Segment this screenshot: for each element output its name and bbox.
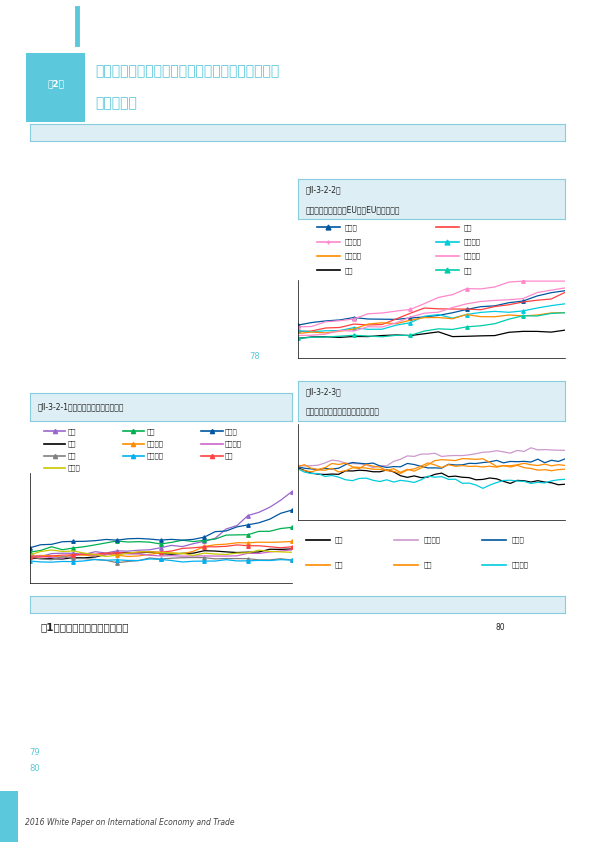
Text: スペイン: スペイン [345, 238, 362, 245]
Text: イタリア: イタリア [512, 562, 529, 568]
Text: イタリア: イタリア [146, 453, 164, 459]
Text: 米国: 米国 [146, 429, 155, 434]
Text: 日本: 日本 [335, 536, 343, 543]
Text: 英国: 英国 [225, 453, 233, 459]
Text: フランス: フランス [345, 253, 362, 259]
Text: 主要国の輸出推移（EUは非EU向けのみ）: 主要国の輸出推移（EUは非EU向けのみ） [306, 205, 400, 215]
Bar [0, 791, 18, 842]
Text: 第Ⅱ-3-2-3図: 第Ⅱ-3-2-3図 [306, 387, 342, 397]
Text: オランダ: オランダ [146, 440, 164, 447]
Text: 第Ⅱ-3-2-1図　輸出上位国の輸出推移: 第Ⅱ-3-2-1図 輸出上位国の輸出推移 [37, 402, 124, 412]
Text: ドイツをはじめとする地域産業・地域輸出拡大の: ドイツをはじめとする地域産業・地域輸出拡大の [95, 65, 279, 78]
Text: 80: 80 [30, 765, 40, 773]
Text: ドイツ: ドイツ [345, 224, 358, 231]
Text: 日本: 日本 [345, 267, 353, 274]
Text: 要因・要素: 要因・要素 [95, 97, 137, 110]
Text: 米国: 米国 [464, 267, 472, 274]
Text: 英国: 英国 [464, 224, 472, 231]
Text: 78: 78 [249, 352, 260, 360]
Text: 韓国: 韓国 [68, 453, 76, 459]
Text: 日本: 日本 [68, 440, 76, 447]
Text: 80: 80 [496, 623, 505, 632]
Text: 中国: 中国 [68, 429, 76, 434]
Text: ドイツ: ドイツ [512, 536, 524, 543]
Text: オランダ: オランダ [464, 253, 481, 259]
Text: 2016 White Paper on International Economy and Trade: 2016 White Paper on International Econom… [25, 818, 234, 828]
Text: ロシア: ロシア [68, 464, 80, 471]
Text: 主要国の実質実効為替レートの推移: 主要国の実質実効為替レートの推移 [306, 408, 380, 417]
Text: 79: 79 [30, 748, 40, 757]
Text: ドイツ: ドイツ [225, 429, 237, 434]
Text: 第Ⅱ-3-2-2図: 第Ⅱ-3-2-2図 [306, 185, 341, 195]
FancyBboxPatch shape [26, 0, 85, 252]
Text: フランス: フランス [424, 536, 440, 543]
Text: （1）ドイツの雇用と地域格差: （1）ドイツの雇用と地域格差 [40, 622, 129, 632]
Text: フランス: フランス [225, 440, 242, 447]
Text: 第2節: 第2節 [47, 80, 64, 88]
Text: 米国: 米国 [424, 562, 432, 568]
Text: イタリア: イタリア [464, 238, 481, 245]
Text: 英国: 英国 [335, 562, 343, 568]
